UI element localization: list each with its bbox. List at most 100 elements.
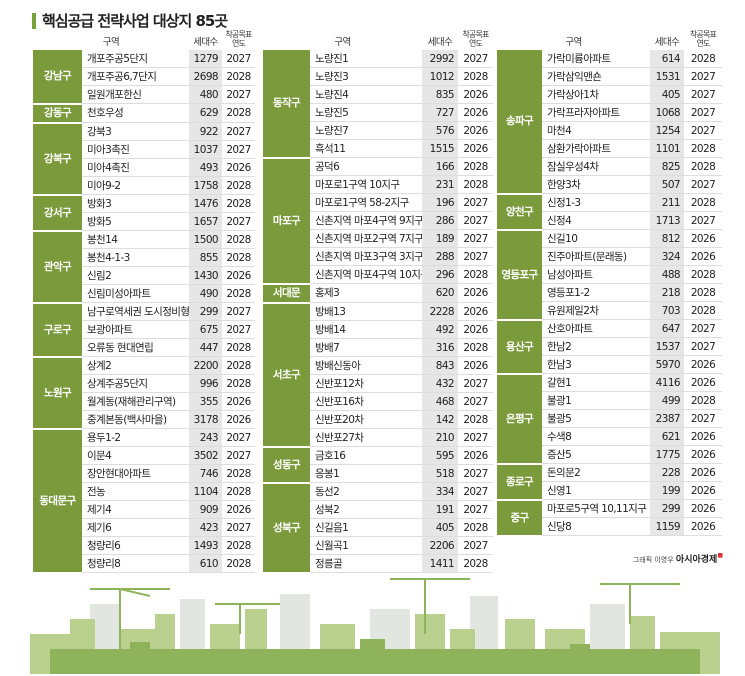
start-year: 2027: [458, 247, 493, 266]
district-label: 종로구: [497, 463, 542, 501]
project-name: 개포주공5단지: [82, 50, 189, 68]
project-name: 성북2: [310, 500, 422, 519]
start-year: 2028: [222, 482, 255, 501]
start-year: 2028: [458, 554, 493, 573]
start-year: 2028: [222, 464, 255, 483]
project-name: 일원개포한신: [82, 85, 189, 104]
household-count: 1537: [650, 337, 684, 356]
start-year: 2027: [222, 428, 255, 447]
table-row: 불광5 2387 2027: [497, 409, 722, 428]
start-year: 2026: [458, 302, 493, 321]
start-year: 2027: [684, 409, 722, 428]
table-row: 강북구 강북3 922 2027: [33, 122, 255, 196]
project-name: 미아9-2: [82, 176, 189, 195]
table-row: 마포구 공덕6 166 2028: [263, 157, 493, 285]
household-count: 576: [422, 121, 458, 140]
household-count: 218: [650, 283, 684, 302]
table-row: 마천4 1254 2027: [497, 121, 722, 140]
table-row: 일원개포한신 480 2027: [33, 85, 255, 104]
project-name: 남구로역세권 도시정비형 재개발: [82, 302, 189, 321]
household-count: 480: [189, 85, 222, 104]
start-year: 2027: [222, 50, 255, 68]
start-year: 2028: [222, 67, 255, 86]
project-name: 제기4: [82, 500, 189, 519]
project-name: 용두1-2: [82, 428, 189, 447]
project-name: 마포로5구역 10,11지구: [542, 499, 650, 518]
publisher-logo: 아시아경제: [675, 555, 718, 565]
start-year: 2026: [684, 481, 722, 500]
project-name: 남성아파트: [542, 265, 650, 284]
household-count: 1012: [422, 67, 458, 86]
household-count: 1430: [189, 266, 222, 285]
start-year: 2028: [684, 301, 722, 320]
project-name: 개포주공6,7단지: [82, 67, 189, 86]
household-count: 499: [650, 391, 684, 410]
household-count: 1493: [189, 536, 222, 555]
project-name: 신림2: [82, 266, 189, 285]
district-label: 강북구: [33, 122, 82, 196]
household-count: 468: [422, 392, 458, 411]
header-start-year: 착공목표 연도: [462, 30, 489, 48]
household-count: 909: [189, 500, 222, 519]
household-count: 2698: [189, 67, 222, 86]
project-name: 신촌지역 마포4구역 9지구: [310, 211, 422, 230]
table-row: 신촌지역 마포4구역 9지구 286 2027: [263, 211, 493, 230]
start-year: 2027: [458, 374, 493, 393]
start-year: 2028: [458, 518, 493, 537]
header-households: 세대수: [193, 37, 218, 48]
household-count: 191: [422, 500, 458, 519]
start-year: 2027: [222, 140, 255, 159]
household-count: 1758: [189, 176, 222, 195]
household-count: 299: [189, 302, 222, 321]
project-name: 신영1: [542, 481, 650, 500]
project-table-2: 구역 세대수 착공목표 연도 동작구 노량진1 2992 2027 노량진3 1012 202…: [263, 30, 493, 574]
household-count: 2387: [650, 409, 684, 428]
header-households: 세대수: [654, 37, 680, 48]
household-count: 199: [650, 481, 684, 500]
table-row: 중구 마포로5구역 10,11지구 299 2026: [497, 499, 722, 537]
table-row: 개포주공6,7단지 2698 2028: [33, 67, 255, 86]
table-row: 장안현대아파트 746 2028: [33, 464, 255, 483]
household-count: 835: [422, 85, 458, 104]
table-row: 신반포27차 210 2027: [263, 428, 493, 447]
start-year: 2028: [458, 410, 493, 429]
household-count: 5970: [650, 355, 684, 374]
table-row: 보광아파트 675 2027: [33, 320, 255, 339]
start-year: 2027: [222, 122, 255, 141]
project-name: 보광아파트: [82, 320, 189, 339]
start-year: 2028: [222, 194, 255, 213]
table-row: 노량진5 727 2026: [263, 103, 493, 122]
table-row: 신반포16차 468 2027: [263, 392, 493, 411]
project-name: 청량리6: [82, 536, 189, 555]
household-count: 996: [189, 374, 222, 393]
project-name: 신촌지역 마포3구역 3지구: [310, 247, 422, 266]
project-name: 방배7: [310, 338, 422, 357]
project-name: 가락미륭아파트: [542, 50, 650, 68]
household-count: 727: [422, 103, 458, 122]
start-year: 2028: [222, 536, 255, 555]
household-count: 296: [422, 265, 458, 284]
project-name: 유원제일2차: [542, 301, 650, 320]
project-name: 방배신동아: [310, 356, 422, 375]
project-name: 가락상아1차: [542, 85, 650, 104]
table-row: 동대문구 용두1-2 243 2027: [33, 428, 255, 574]
table-row: 방배7 316 2028: [263, 338, 493, 357]
start-year: 2026: [458, 283, 493, 303]
start-year: 2026: [684, 517, 722, 536]
start-year: 2027: [458, 50, 493, 68]
table-row: 가락프라자아파트 1068 2027: [497, 103, 722, 122]
project-name: 방배13: [310, 302, 422, 321]
table-row: 동작구 노량진1 2992 2027: [263, 50, 493, 159]
district-label: 강서구: [33, 194, 82, 232]
project-name: 신길음1: [310, 518, 422, 537]
start-year: 2026: [222, 410, 255, 429]
start-year: 2028: [458, 67, 493, 86]
table-row: 전농 1104 2028: [33, 482, 255, 501]
project-name: 가락프라자아파트: [542, 103, 650, 122]
table-row: 방배14 492 2026: [263, 320, 493, 339]
project-name: 수색8: [542, 427, 650, 446]
project-name: 신당8: [542, 517, 650, 536]
household-count: 405: [422, 518, 458, 537]
table-row: 종로구 돈의문2 228 2026: [497, 463, 722, 501]
project-name: 영등포1-2: [542, 283, 650, 302]
